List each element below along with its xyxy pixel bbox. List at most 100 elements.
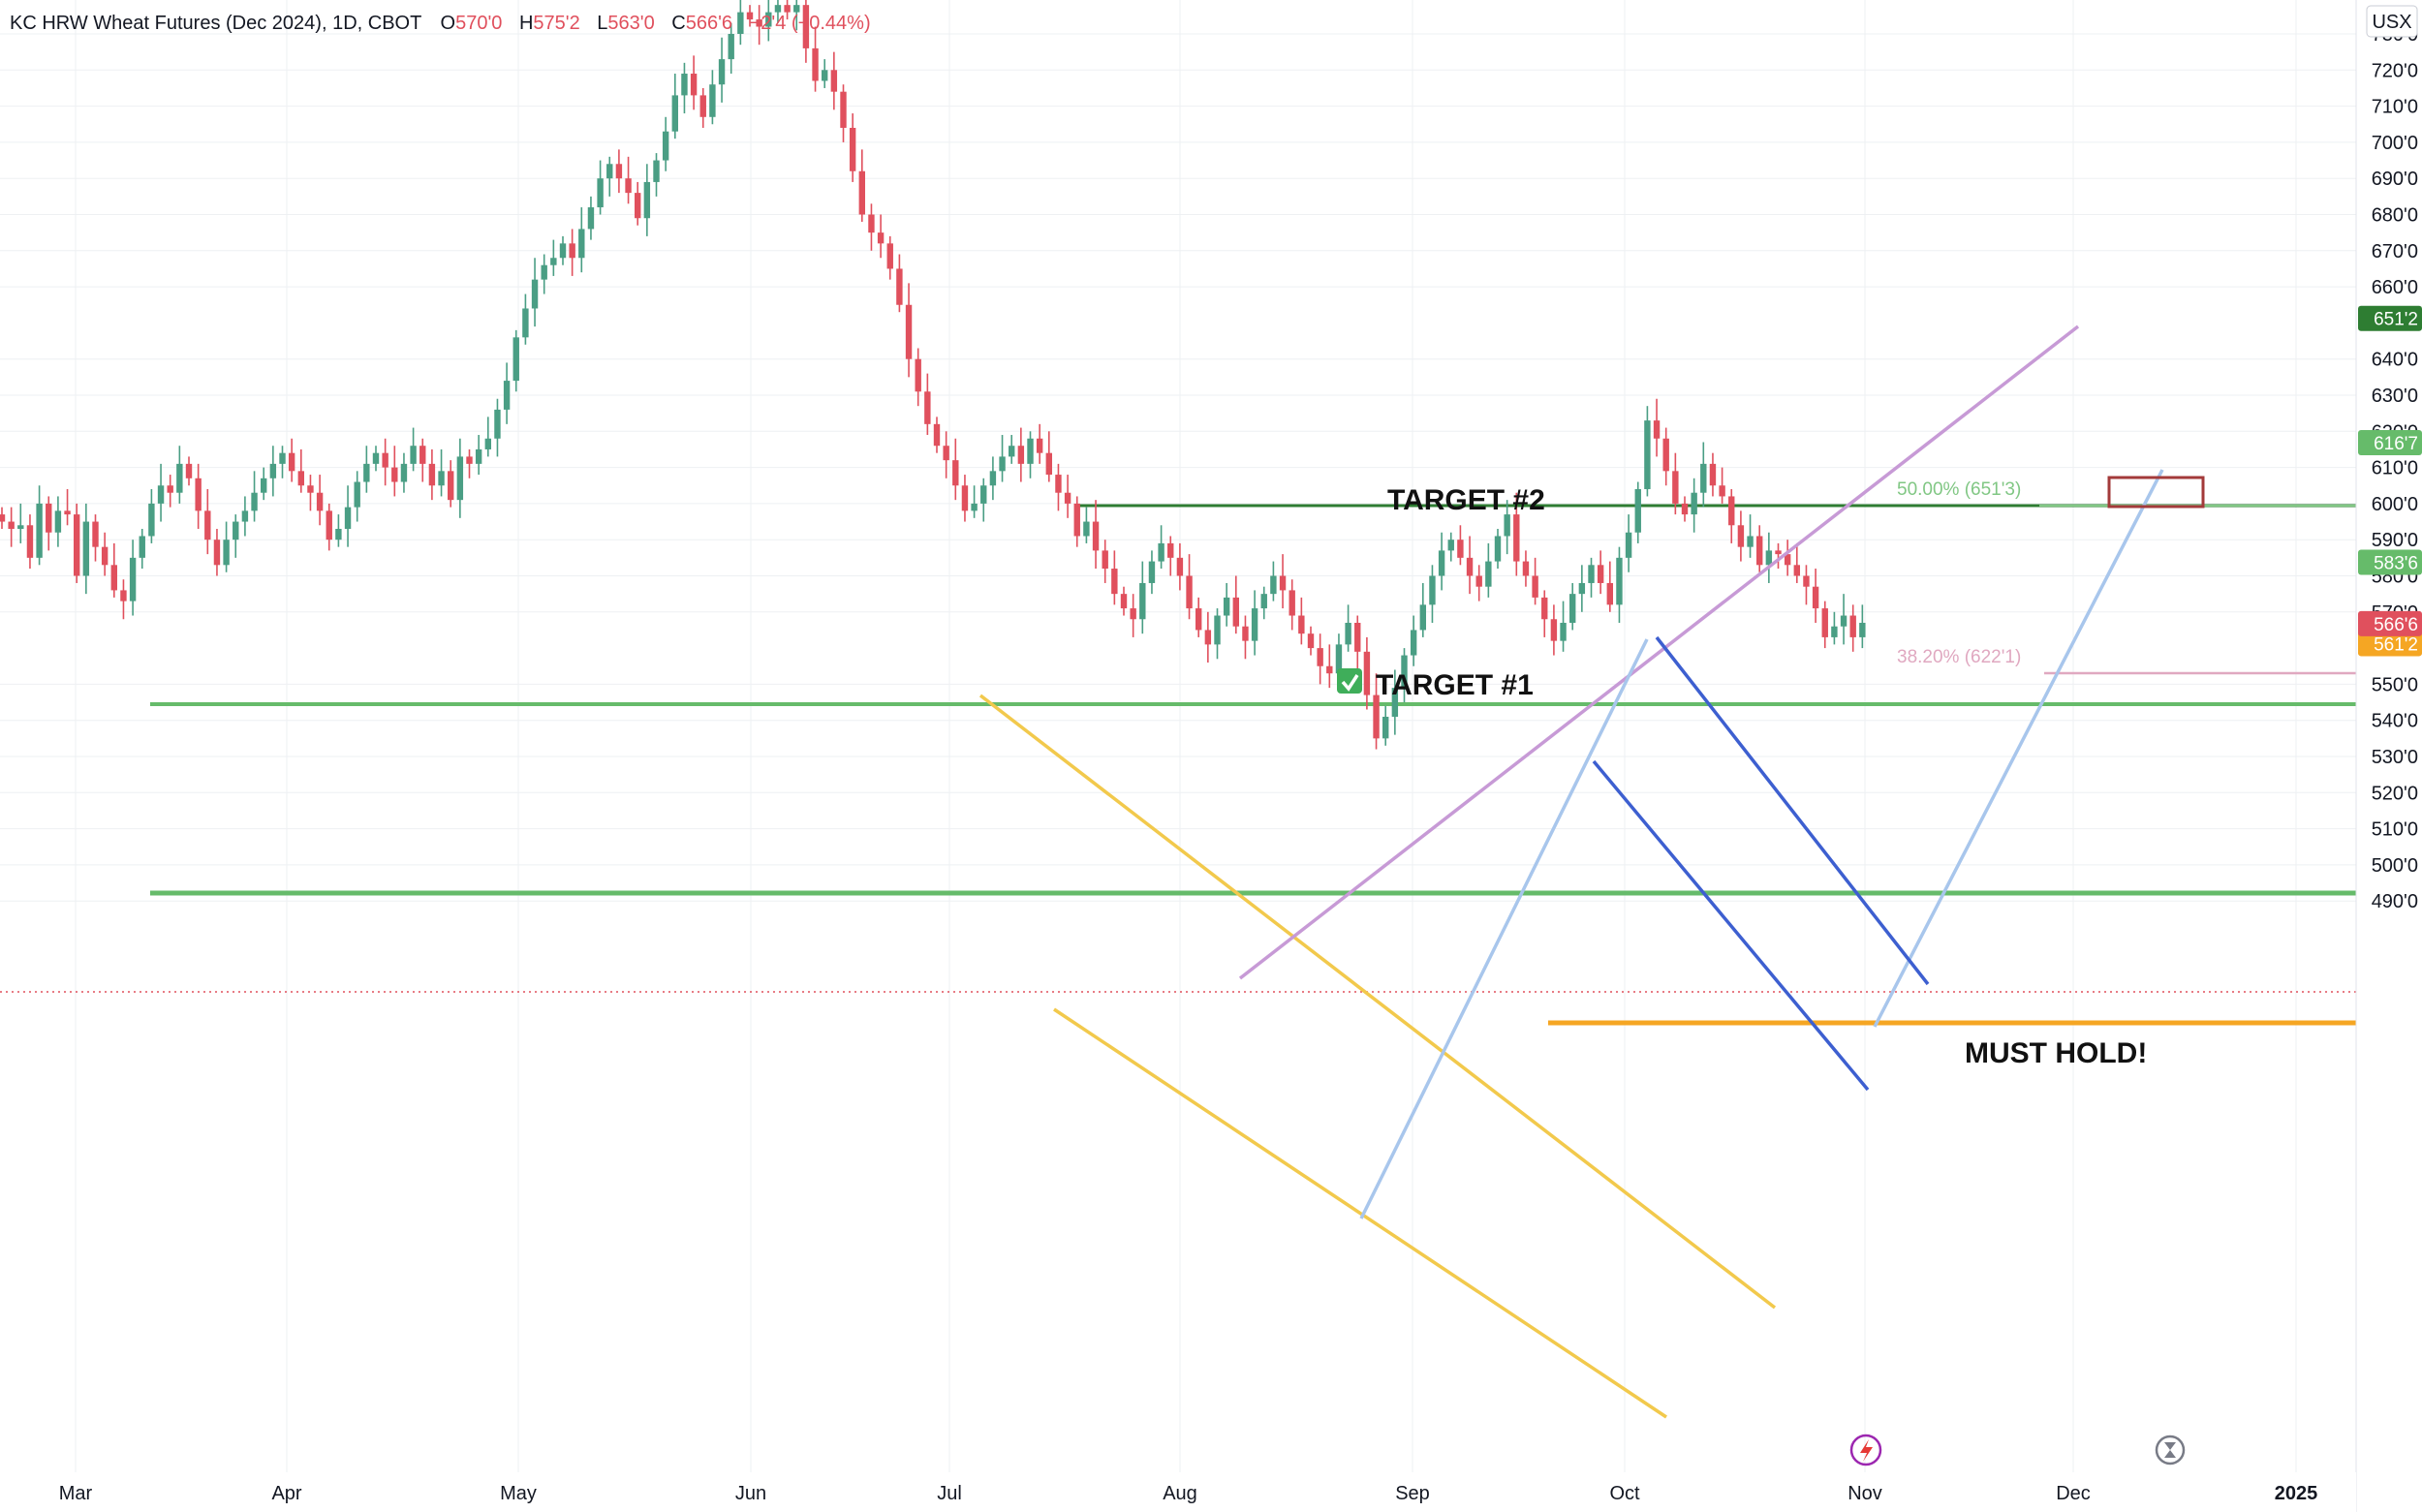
candle[interactable] [1560,601,1567,652]
candle[interactable] [1354,615,1361,670]
candle[interactable] [784,0,791,20]
candle[interactable] [1373,673,1380,750]
candle[interactable] [541,254,547,294]
candle[interactable] [830,51,838,110]
candle[interactable] [484,417,491,457]
candle[interactable] [1765,532,1773,583]
candle[interactable] [1747,514,1754,558]
candle[interactable] [1831,611,1838,645]
candle[interactable] [971,485,978,518]
candle[interactable] [1625,514,1632,572]
candle[interactable] [840,84,847,142]
candle[interactable] [886,235,893,280]
candle[interactable] [615,149,623,194]
candle[interactable] [774,0,782,23]
candle[interactable] [662,116,669,171]
candle[interactable] [1475,565,1482,602]
candle[interactable] [1859,604,1866,649]
candle[interactable] [559,235,567,265]
candle[interactable] [989,456,997,501]
candle[interactable] [1457,525,1464,566]
candle[interactable] [428,448,436,501]
candle[interactable] [494,398,501,457]
candle[interactable] [1158,525,1164,570]
candle[interactable] [550,239,557,276]
candle[interactable] [606,156,613,197]
candle[interactable] [1382,705,1389,746]
candle[interactable] [1102,540,1108,583]
candle[interactable] [139,529,145,570]
candle[interactable] [448,460,454,508]
candle[interactable] [297,448,304,493]
yellow-channel-upper[interactable] [978,694,1777,1310]
target-box[interactable] [2107,476,2205,509]
candle[interactable] [1429,565,1436,623]
candle[interactable] [8,507,15,547]
lightning-icon[interactable] [1849,1434,1882,1466]
candle[interactable] [1522,550,1530,587]
candle[interactable] [1242,615,1249,660]
light-blue-channel-left[interactable] [1359,638,1649,1219]
candle[interactable] [17,503,24,543]
candle[interactable] [933,417,941,453]
candle[interactable] [1092,500,1100,570]
candle[interactable] [512,329,519,392]
current-price-badge[interactable]: 566'6 [2358,610,2422,636]
candle[interactable] [1279,554,1287,609]
candle[interactable] [1700,442,1707,508]
candle[interactable] [1251,590,1258,656]
candle[interactable] [120,579,127,620]
candle[interactable] [1148,550,1156,595]
candle[interactable] [522,293,529,345]
candle[interactable] [587,196,595,240]
candle[interactable] [438,448,445,497]
candle[interactable] [635,181,641,226]
candle[interactable] [737,0,744,46]
candle[interactable] [597,160,604,215]
candle[interactable] [1083,507,1090,543]
candle[interactable] [1410,615,1417,666]
candle[interactable] [653,153,660,197]
candle[interactable] [82,503,90,595]
candle[interactable] [1419,582,1426,637]
candle[interactable] [157,463,165,522]
candle[interactable] [475,435,482,476]
candle[interactable] [1672,452,1679,515]
candle[interactable] [213,529,221,576]
candle[interactable] [64,488,71,526]
target-2-line-badge[interactable]: 651'2 [2358,305,2422,331]
candle[interactable] [241,496,249,537]
candle[interactable] [1662,427,1669,486]
candle[interactable] [1176,542,1184,591]
must-hold-line-badge[interactable]: 561'2 [2358,631,2422,657]
candle[interactable] [765,0,772,42]
candle[interactable] [1036,423,1043,464]
candle[interactable] [1634,481,1641,543]
candle[interactable] [1298,597,1305,645]
candle[interactable] [1317,633,1323,685]
candle[interactable] [26,514,34,570]
candle[interactable] [1363,636,1371,710]
candle[interactable] [699,87,706,128]
candle[interactable] [344,485,352,547]
candle[interactable] [372,446,380,472]
candle[interactable] [718,37,726,103]
candle[interactable] [980,478,987,522]
candle[interactable] [279,446,286,478]
candle[interactable] [307,475,314,511]
candle[interactable] [0,507,6,530]
candle[interactable] [1186,554,1193,620]
light-blue-projection[interactable] [1873,469,2164,1028]
candle[interactable] [1532,557,1538,605]
candle[interactable] [1513,492,1520,576]
candle[interactable] [36,485,43,566]
yellow-channel-lower[interactable] [1053,1007,1667,1419]
candle[interactable] [746,5,754,27]
candle[interactable] [1214,608,1221,660]
candle[interactable] [1064,475,1071,518]
candle[interactable] [251,471,258,522]
candle[interactable] [400,452,408,493]
candle[interactable] [569,229,575,276]
candle[interactable] [269,446,277,497]
candle[interactable] [1232,575,1239,634]
